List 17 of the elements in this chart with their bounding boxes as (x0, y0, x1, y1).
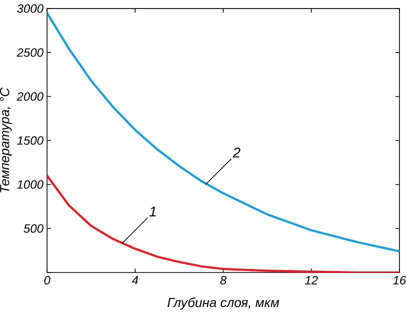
x-tick-label: 12 (304, 276, 318, 284)
y-tick-label: 2500 (16, 48, 44, 57)
y-tick-label: 500 (24, 224, 44, 233)
y-axis-title: Температура, °C (0, 87, 12, 192)
line-series (47, 174, 400, 272)
y-tick-label: 1500 (17, 136, 44, 145)
x-tick-label: 16 (393, 276, 406, 284)
y-tick-label: 1000 (17, 180, 44, 189)
annotation: 2 (232, 147, 240, 158)
x-axis-title: Глубина слоя, мкм (168, 297, 280, 310)
y-tick-label: 2000 (16, 92, 44, 101)
line-series (47, 12, 400, 252)
x-tick-label: 0 (44, 276, 50, 284)
annotation: 1 (149, 206, 156, 216)
x-tick-label: 4 (132, 276, 138, 284)
y-tick-label: 3000 (17, 4, 44, 13)
x-tick-label: 8 (220, 276, 227, 284)
